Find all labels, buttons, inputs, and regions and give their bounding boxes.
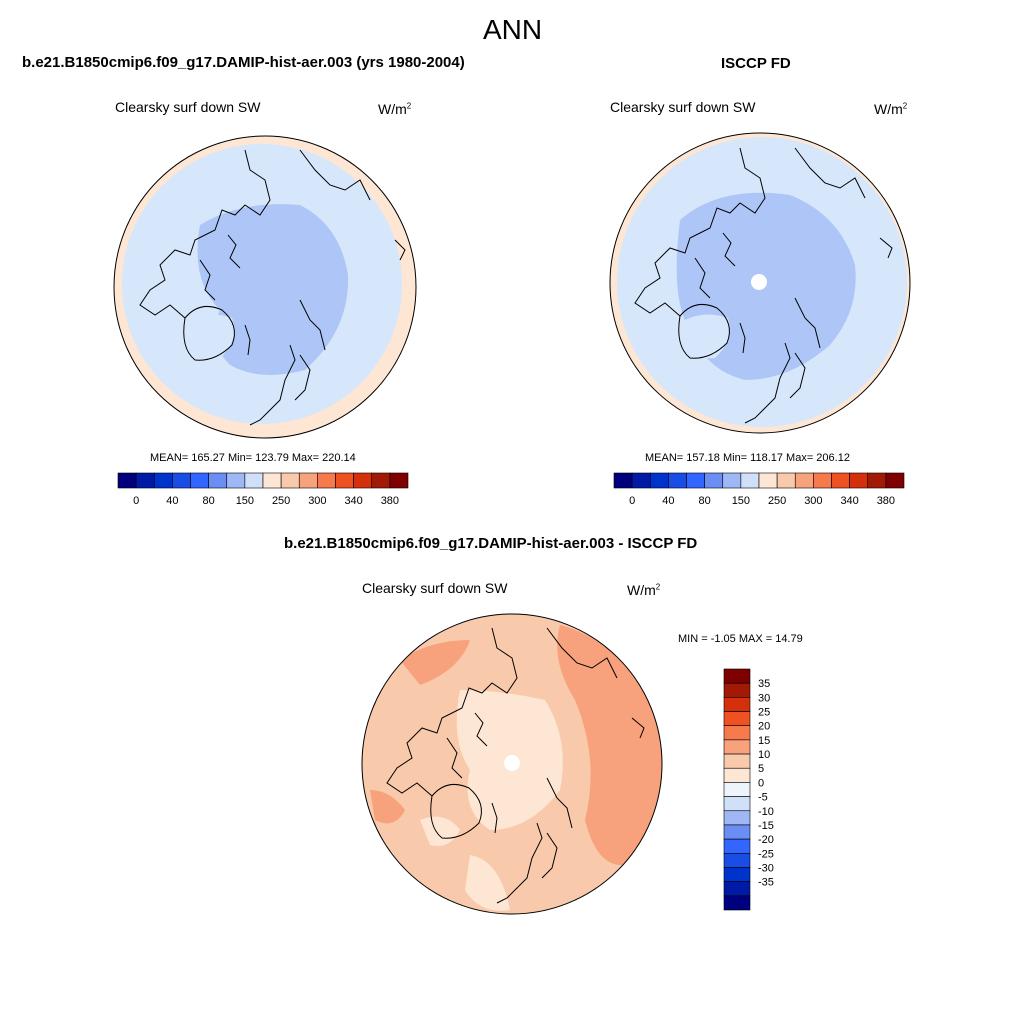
panel3-low-left	[420, 816, 460, 846]
panel3-colorbar-swatch	[723, 796, 751, 812]
panel3-colorbar-tick-label: -5	[758, 792, 768, 804]
panel1-colorbar-tick-label: 250	[272, 495, 290, 507]
panel3-low-bottom	[465, 855, 510, 911]
panel1-coastlines	[139, 149, 406, 426]
panel3-colorbar-swatch	[723, 810, 751, 826]
panel3-colorbar-tick-label: 5	[758, 763, 764, 775]
panel2-colorbar-tick-label: 80	[699, 495, 711, 507]
panel3-high-left	[370, 790, 405, 824]
panel2-coastlines	[634, 147, 893, 424]
panel1-colorbar-tick-label: 150	[236, 495, 254, 507]
panel3-colorbar-tick-label: -35	[758, 877, 774, 889]
panel2-colorbar-tick-label: 40	[662, 495, 674, 507]
panel3-title: b.e21.B1850cmip6.f09_g17.DAMIP-hist-aer.…	[284, 535, 698, 552]
panel1-colorbar-swatch	[389, 472, 409, 489]
panel3-colorbar-swatch	[723, 753, 751, 769]
panel1-colorbar-tick-label: 0	[133, 495, 139, 507]
panel3-colorbar-tick-label: 25	[758, 707, 770, 719]
panel1-map-border	[113, 135, 417, 439]
panel3-units: W/m2	[627, 582, 661, 598]
panel1-stats: MEAN= 165.27 Min= 123.79 Max= 220.14	[150, 452, 356, 464]
main-title: ANN	[483, 14, 543, 45]
panel3-colorbar-tick-label: 20	[758, 721, 770, 733]
panel3-colorbar-tick-label: 15	[758, 735, 770, 747]
panel3-colorbar-tick-label: 30	[758, 692, 770, 704]
panel2-colorbar: 0 40 80 150 250 300 340 380	[613, 472, 905, 507]
panel2-title: ISCCP FD	[721, 55, 791, 72]
panel2-colorbar-tick-label: 340	[840, 495, 858, 507]
panel2-colorbar-tick-label: 150	[732, 495, 750, 507]
panel2-colorbar-swatch	[885, 472, 905, 489]
panel1-colorbar-tick-label: 340	[344, 495, 362, 507]
panel1-title: b.e21.B1850cmip6.f09_g17.DAMIP-hist-aer.…	[22, 54, 465, 71]
panel3-colorbar-tick-label: 0	[758, 777, 764, 789]
panel1-colorbar: 0 40 80 150 250 300 340 380	[117, 472, 409, 507]
panel3-colorbar-tick-label: 10	[758, 749, 770, 761]
panel2-pole-hole	[751, 274, 767, 290]
panel3-stats: MIN = -1.05 MAX = 14.79	[678, 633, 803, 645]
panel3-colorbar-swatch	[723, 682, 751, 698]
panel3-variable: Clearsky surf down SW	[362, 580, 508, 596]
panel2-map-border	[609, 132, 911, 434]
panel3-colorbar-swatch	[723, 767, 751, 783]
panel3-colorbar-tick-label: -10	[758, 806, 774, 818]
panel1-colorbar-tick-label: 300	[308, 495, 326, 507]
panel3-high-topleft	[400, 640, 470, 685]
panel1-colorbar-tick-label: 380	[381, 495, 399, 507]
panel3-colorbar-swatch	[723, 824, 751, 840]
panel3-colorbar-swatch	[723, 668, 751, 684]
panel3-colorbar-swatch	[723, 867, 751, 882]
panel2-colorbar-tick-label: 0	[629, 495, 635, 507]
panel3-colorbar-swatch	[723, 895, 751, 911]
panel3-colorbar-swatch	[723, 697, 751, 712]
panel2-colorbar-tick-label: 250	[768, 495, 786, 507]
panel3-colorbar-swatch	[723, 782, 751, 797]
panel3-colorbar-tick-label: 35	[758, 678, 770, 690]
panel3-colorbar-tick-label: -15	[758, 820, 774, 832]
panel2-colorbar-tick-label: 300	[804, 495, 822, 507]
panel3-colorbar-tick-label: -25	[758, 848, 774, 860]
panel3-colorbar-swatch	[723, 725, 751, 741]
panel2-colorbar-tick-label: 380	[877, 495, 895, 507]
panel3-coastlines	[386, 627, 645, 904]
panel1-colorbar-tick-label: 40	[166, 495, 178, 507]
panel3-map-border	[361, 613, 663, 915]
panel2-variable: Clearsky surf down SW	[610, 99, 756, 115]
panel2-greenland-fill	[682, 314, 730, 359]
panel1-colorbar-tick-label: 80	[203, 495, 215, 507]
panel3-pole-hole	[504, 755, 520, 771]
panel1-units: W/m2	[378, 101, 412, 117]
panel2-stats: MEAN= 157.18 Min= 118.17 Max= 206.12	[645, 452, 850, 464]
panel3-colorbar-swatch	[723, 881, 751, 897]
panel3-colorbar-swatch	[723, 739, 751, 755]
panel3-colorbar: 35 30 25 20 15 10 5 0 -5 -10 -15 -20 -25 -30 -35	[723, 668, 774, 911]
panel1-variable: Clearsky surf down SW	[115, 99, 261, 115]
panel3-colorbar-tick-label: -20	[758, 834, 774, 846]
panel3-colorbar-swatch	[723, 852, 751, 868]
panel1-greenland-fill	[188, 314, 235, 359]
panel3-colorbar-tick-label: -30	[758, 862, 774, 874]
panel3-colorbar-swatch	[723, 838, 751, 854]
panel3-colorbar-swatch	[723, 711, 751, 727]
panel2-units: W/m2	[874, 101, 908, 117]
